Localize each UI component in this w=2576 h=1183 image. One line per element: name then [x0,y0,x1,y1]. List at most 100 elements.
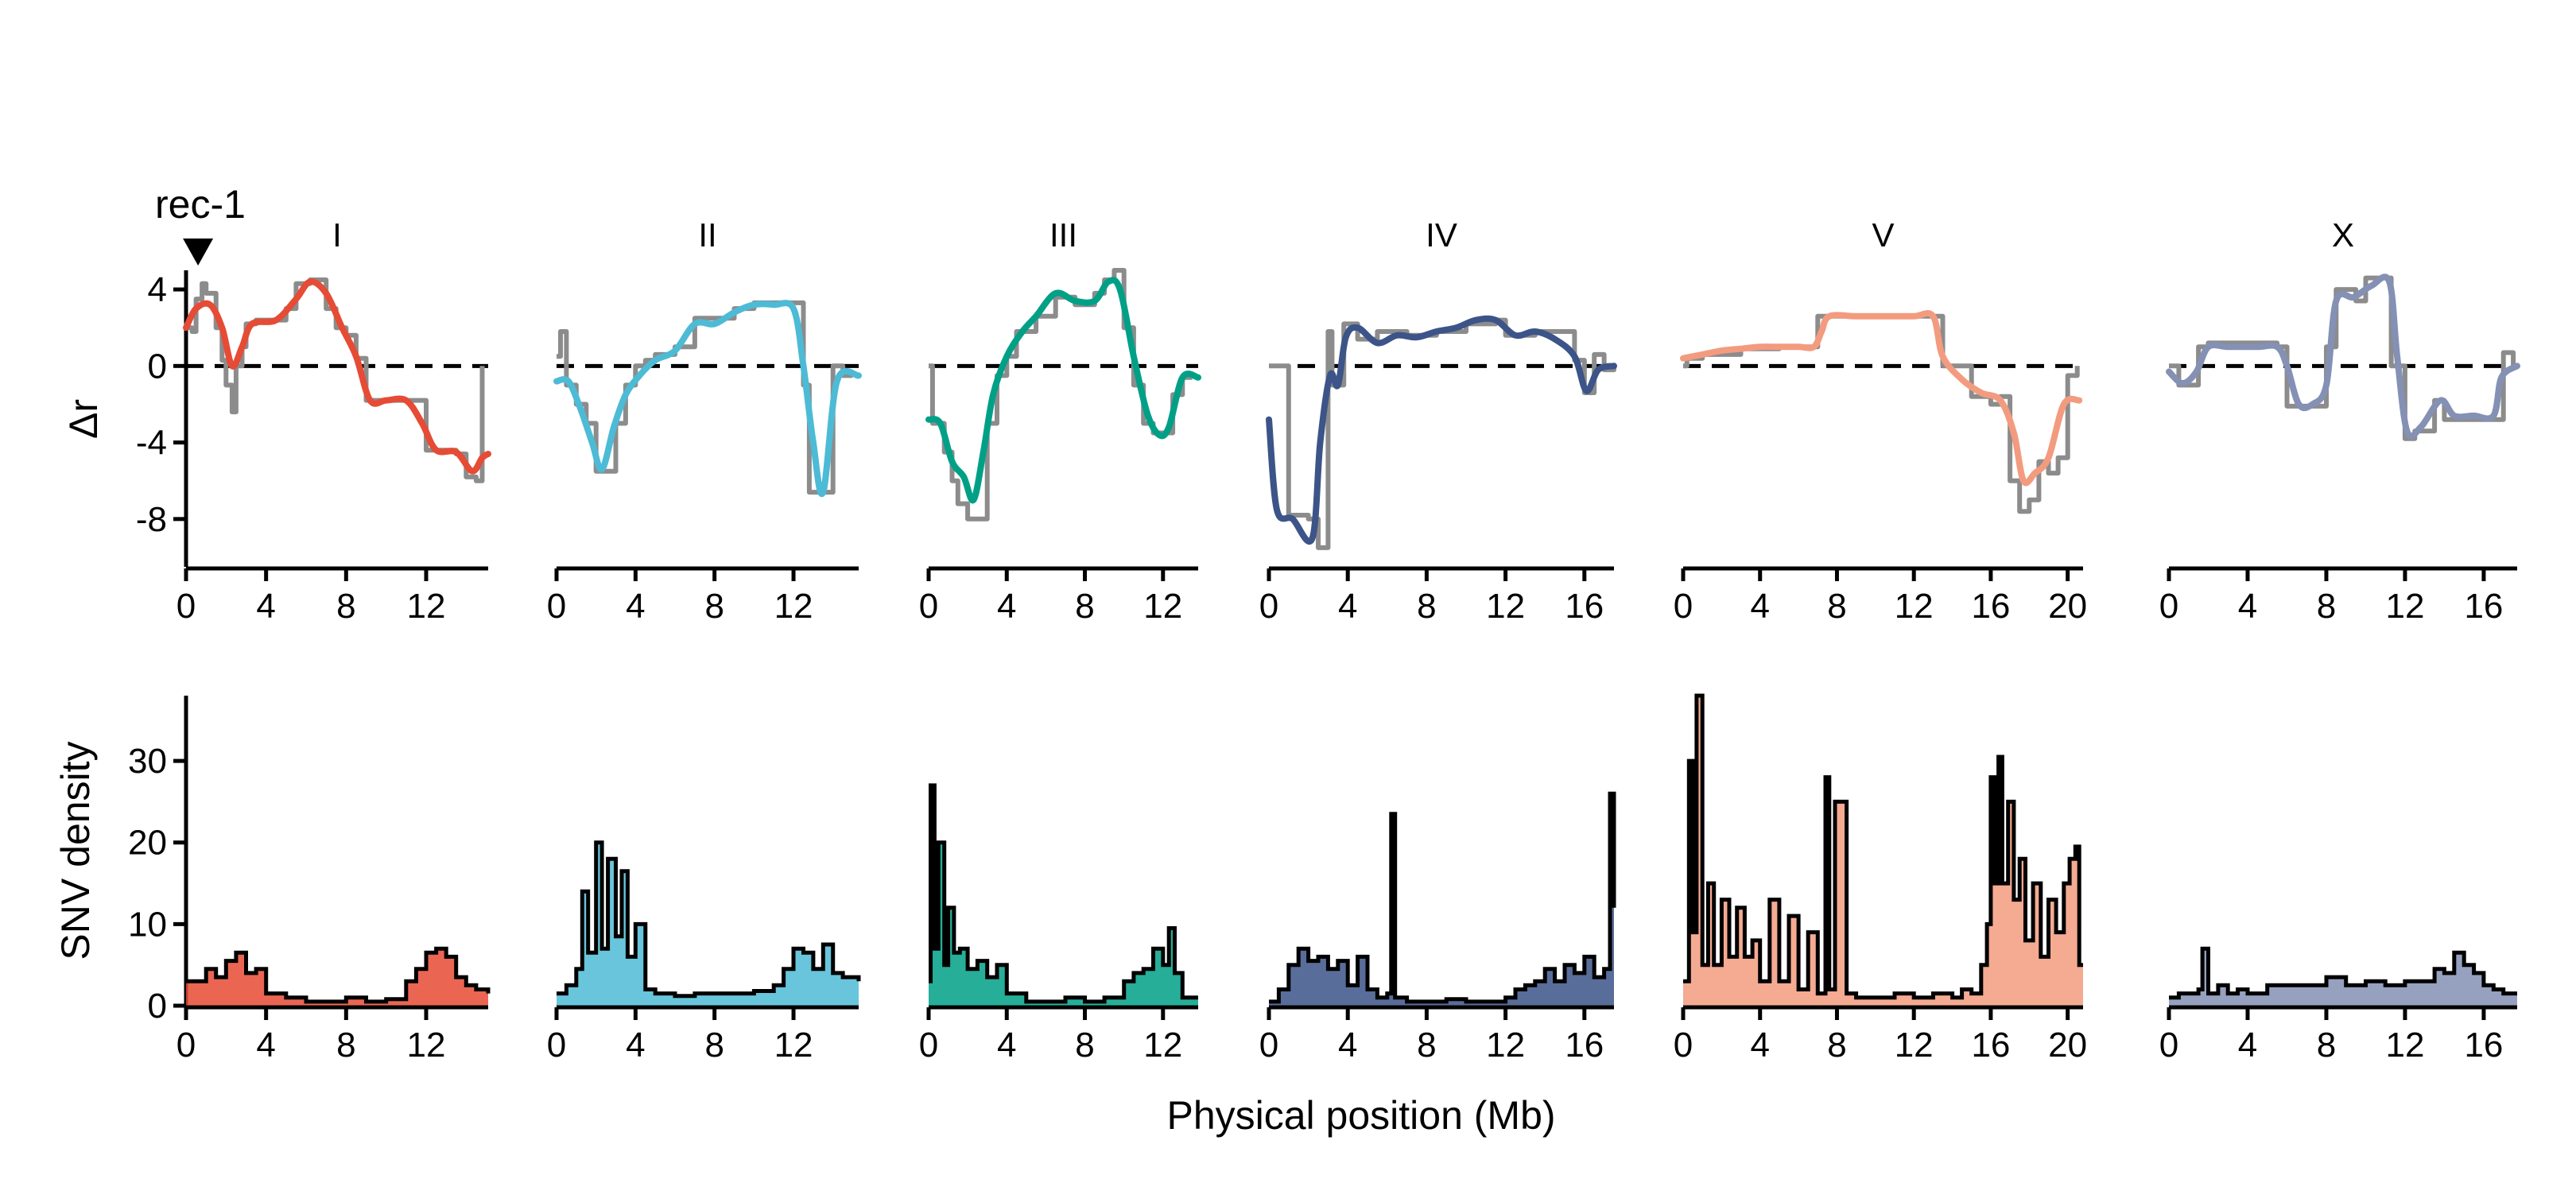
y-axis-title-delta-r: Δr [61,399,106,439]
chromosome-label-X: X [2332,216,2354,254]
y-axis-title-snv-density: SNV density [53,741,98,960]
smoothed-delta-r-line-III [925,277,1201,504]
snv-density-x-tick-label: 4 [2238,1026,2257,1065]
snv-density-x-tick-label: 8 [1417,1026,1436,1065]
snv-density-x-tick-label: 4 [1750,1026,1769,1065]
delta-r-x-tick-label: 8 [1075,587,1094,626]
chromosome-label-V: V [1872,216,1894,254]
delta-r-panel-IV: IV 0 4 8 12 16 [1259,216,1617,626]
snv-density-y-tick-label: 30 [128,742,167,781]
snv-density-x-tick-label: 0 [547,1026,566,1065]
delta-r-y-tick-label: 0 [148,347,167,386]
snv-density-x-tick-label: 20 [2048,1026,2087,1065]
smoothed-delta-r-line-IV [1266,315,1617,545]
snv-density-panel-II: 0 4 8 12 [547,840,861,1065]
delta-r-panel-I: I 0 4 8 12 [177,216,491,626]
snv-density-x-tick-label: 12 [1895,1026,1934,1065]
delta-r-x-tick-label: 0 [1674,587,1693,626]
delta-r-panel-II: II 0 4 8 12 [547,216,862,626]
snv-density-panel-X: 0 4 8 12 16 [2159,946,2517,1065]
snv-density-line-V [1683,693,2083,1000]
snv-density-y-tick-label: 20 [128,824,167,863]
smoothed-delta-r-line-V [1680,310,2083,487]
recombination-difference-row: 4 0 -4 -8 I 0 4 8 12 II 0 4 8 12 III 0 4 8 12 IV 0 4 8 12 16 V 0 4 8… [136,216,2520,626]
snv-density-x-tick-label: 12 [2385,1026,2424,1065]
snv-density-x-tick-label: 16 [1565,1026,1604,1065]
snv-density-x-tick-label: 16 [1971,1026,2010,1065]
snv-density-x-tick-label: 8 [704,1026,724,1065]
rec-1-annotation: rec-1 [155,182,246,227]
delta-r-x-tick-label: 12 [1486,587,1525,626]
delta-r-x-tick-label: 12 [1895,587,1934,626]
delta-r-x-tick-label: 12 [1143,587,1182,626]
delta-r-x-tick-label: 16 [1971,587,2010,626]
delta-r-x-tick-label: 12 [2385,587,2424,626]
delta-r-x-tick-label: 4 [997,587,1016,626]
snv-density-x-tick-label: 0 [1674,1026,1693,1065]
snv-density-x-tick-label: 0 [919,1026,938,1065]
delta-r-x-tick-label: 4 [1338,587,1357,626]
snv-density-x-tick-label: 12 [407,1026,446,1065]
delta-r-x-tick-label: 0 [177,587,196,626]
snv-density-x-tick-label: 4 [997,1026,1016,1065]
delta-r-y-tick-label: 4 [148,270,167,309]
snv-density-x-tick-label: 0 [2159,1026,2178,1065]
snv-density-line-I [186,946,491,1004]
snv-density-area-V [1683,696,2083,1006]
chromosome-label-I: I [332,216,342,254]
snv-density-x-tick-label: 0 [177,1026,196,1065]
smoothed-delta-r-line-I [183,278,491,475]
x-axis-title: Physical position (Mb) [1166,1093,1555,1138]
snv-density-panel-V: 0 4 8 12 16 20 [1674,693,2087,1065]
delta-r-x-tick-label: 4 [2238,587,2257,626]
snv-density-x-tick-label: 12 [1486,1026,1525,1065]
delta-r-x-tick-label: 8 [336,587,355,626]
snv-density-y-tick-label: 10 [128,905,167,944]
delta-r-x-tick-label: 16 [1565,587,1604,626]
snv-density-x-tick-label: 8 [2317,1026,2336,1065]
delta-r-x-tick-label: 4 [626,587,645,626]
delta-r-x-tick-label: 12 [774,587,813,626]
delta-r-panel-V: V 0 4 8 12 16 20 [1674,216,2087,626]
smoothed-delta-r-line-X [2166,273,2520,440]
smoothed-delta-r-line-II [553,300,862,498]
delta-r-x-tick-label: 8 [704,587,724,626]
rec-1-marker-icon [183,239,214,266]
delta-r-x-tick-label: 20 [2048,587,2087,626]
delta-r-x-tick-label: 0 [2159,587,2178,626]
delta-r-x-tick-label: 0 [919,587,938,626]
snv-density-area-IV [1269,793,1614,1006]
snv-density-x-tick-label: 12 [774,1026,813,1065]
delta-r-x-tick-label: 8 [1417,587,1436,626]
snv-density-x-tick-label: 12 [1143,1026,1182,1065]
delta-r-y-tick-label: -4 [136,424,167,463]
snv-density-line-X [2169,946,2517,1000]
snv-density-panel-I: 0 4 8 12 [177,946,491,1065]
snv-density-x-tick-label: 4 [1338,1026,1357,1065]
snv-density-area-II [557,842,859,1006]
delta-r-x-tick-label: 4 [1750,587,1769,626]
snv-density-row: 0 10 20 30 0 4 8 12 0 4 8 12 0 4 8 12 0 4 8 12 16 0 4 8 12 16 20 0 4… [128,693,2517,1065]
delta-r-x-tick-label: 8 [1827,587,1846,626]
snv-density-line-IV [1269,791,1616,1004]
snv-density-x-tick-label: 8 [1827,1026,1846,1065]
snv-density-area-I [186,948,488,1006]
snv-density-panel-IV: 0 4 8 12 16 [1259,791,1616,1065]
snv-density-x-tick-label: 8 [336,1026,355,1065]
delta-r-panel-III: III 0 4 8 12 [919,216,1201,626]
snv-density-x-tick-label: 4 [256,1026,275,1065]
chromosome-label-III: III [1049,216,1077,254]
delta-r-x-tick-label: 0 [1259,587,1278,626]
chromosome-label-IV: IV [1426,216,1457,254]
snv-density-x-tick-label: 4 [626,1026,645,1065]
delta-r-y-tick-label: -8 [136,500,167,539]
snv-density-x-tick-label: 0 [1259,1026,1278,1065]
delta-r-x-tick-label: 4 [256,587,275,626]
snv-density-line-II [557,840,861,999]
snv-density-area-III [929,785,1198,1006]
snv-density-x-tick-label: 16 [2464,1026,2503,1065]
chromosome-label-II: II [698,216,716,254]
delta-r-x-tick-label: 8 [2317,587,2336,626]
delta-r-x-tick-label: 0 [547,587,566,626]
